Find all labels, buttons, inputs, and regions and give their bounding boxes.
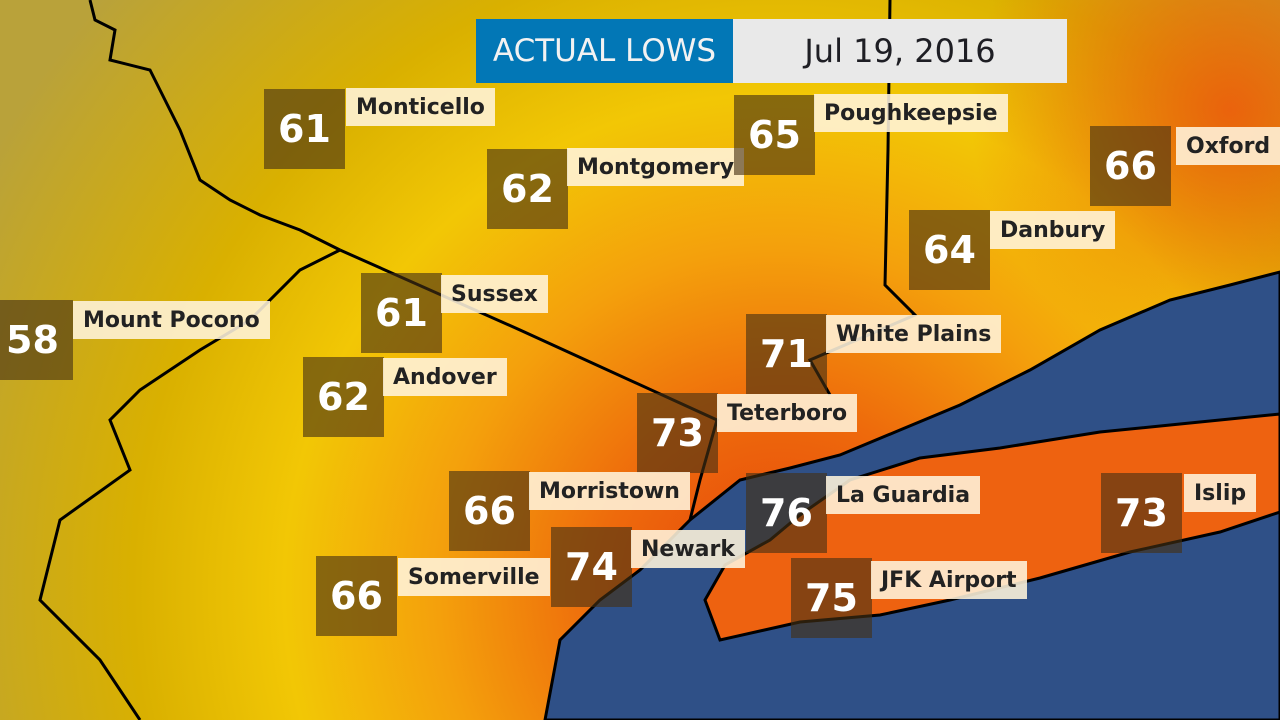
station-low-value: 75 bbox=[791, 558, 872, 638]
station-low-value: 64 bbox=[909, 210, 990, 290]
station-name-label: Danbury bbox=[990, 211, 1116, 249]
station-low-value: 66 bbox=[449, 471, 530, 551]
station-low-value: 76 bbox=[746, 473, 827, 553]
station-name-label: Somerville bbox=[398, 558, 550, 596]
station-low-value: 73 bbox=[637, 393, 718, 473]
station-low-value: 58 bbox=[0, 300, 73, 380]
station-low-value: 62 bbox=[487, 149, 568, 229]
title-banner: ACTUAL LOWS Jul 19, 2016 bbox=[476, 19, 1067, 83]
station-name-label: La Guardia bbox=[826, 476, 981, 514]
station-low-value: 61 bbox=[361, 273, 442, 353]
station-name-label: Oxford bbox=[1176, 127, 1280, 165]
station-name-label: White Plains bbox=[826, 315, 1002, 353]
station-name-label: Andover bbox=[383, 358, 507, 396]
map-date: Jul 19, 2016 bbox=[733, 19, 1067, 83]
station-name-label: Teterboro bbox=[717, 394, 858, 432]
station-low-value: 71 bbox=[746, 314, 827, 394]
station-low-value: 65 bbox=[734, 95, 815, 175]
station-name-label: Poughkeepsie bbox=[814, 94, 1008, 132]
station-name-label: Montgomery bbox=[567, 148, 745, 186]
map-title: ACTUAL LOWS bbox=[476, 19, 733, 83]
station-name-label: JFK Airport bbox=[871, 561, 1027, 599]
station-name-label: Islip bbox=[1184, 474, 1257, 512]
station-low-value: 66 bbox=[316, 556, 397, 636]
station-low-value: 73 bbox=[1101, 473, 1182, 553]
station-name-label: Mount Pocono bbox=[73, 301, 270, 339]
station-low-value: 66 bbox=[1090, 126, 1171, 206]
station-name-label: Morristown bbox=[529, 472, 690, 510]
station-low-value: 61 bbox=[264, 89, 345, 169]
station-low-value: 62 bbox=[303, 357, 384, 437]
station-name-label: Monticello bbox=[346, 88, 495, 126]
station-name-label: Newark bbox=[631, 530, 745, 568]
station-name-label: Sussex bbox=[441, 275, 548, 313]
station-low-value: 74 bbox=[551, 527, 632, 607]
